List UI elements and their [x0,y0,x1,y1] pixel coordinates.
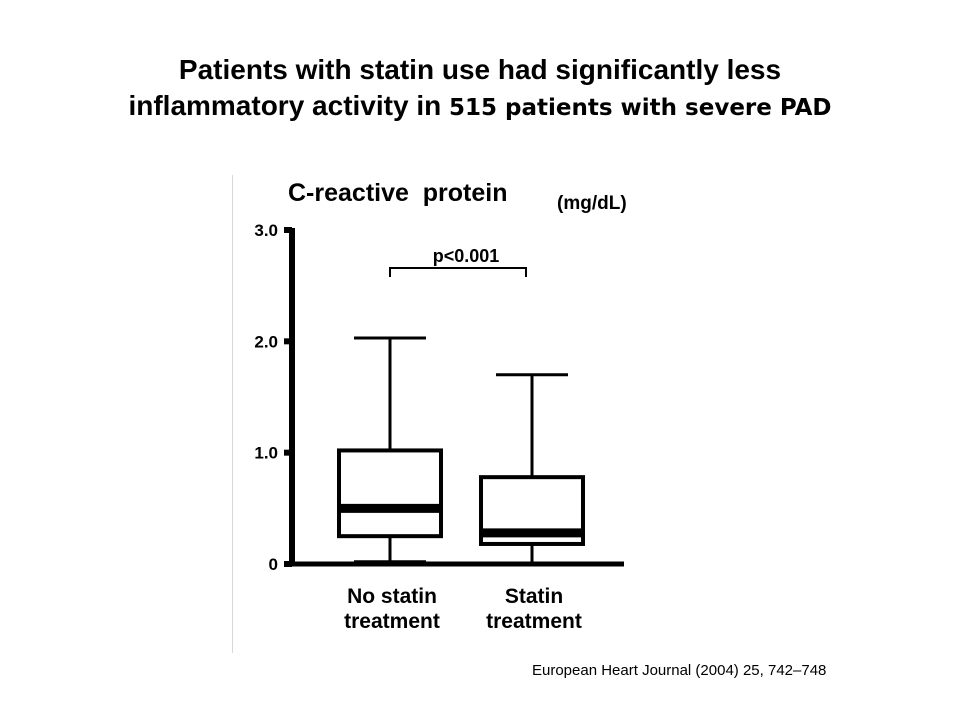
category-label-line2: treatment [344,610,440,633]
chart-axes [289,228,624,567]
y-tick-label: 3.0 [254,221,278,240]
boxes [337,336,585,566]
interquartile-box [337,448,443,539]
category-label-line2: treatment [486,610,582,633]
vertical-divider [232,175,233,653]
slide-title-line1: Patients with statin use had significant… [178,54,782,85]
slide-title-line2-tail: 515 patients with severe PAD [449,95,832,121]
y-ticks: 0 1.0 2.0 3.0 [254,221,292,574]
slide-title-line2-main: inflammatory activity in [128,90,449,121]
box-1 [337,336,443,564]
citation: European Heart Journal (2004) 25, 742–74… [532,662,827,679]
y-tick-label: 0 [269,555,278,574]
y-tick-label: 2.0 [254,332,278,351]
slide-title-line2: inflammatory activity in 515 patients wi… [40,88,920,126]
chart-title: C-reactive protein [288,179,508,207]
slide-title: Patients with statin use had significant… [40,52,920,126]
category-label-line1: Statin [505,585,563,608]
box-2 [479,373,585,566]
significance-bracket [389,267,527,277]
category-label-line1: No statin [347,585,437,608]
y-tick-label: 1.0 [254,444,278,463]
significance-annotation: p<0.001 [389,246,527,277]
chart-unit: (mg/dL) [557,193,627,214]
p-value-label: p<0.001 [433,246,500,266]
